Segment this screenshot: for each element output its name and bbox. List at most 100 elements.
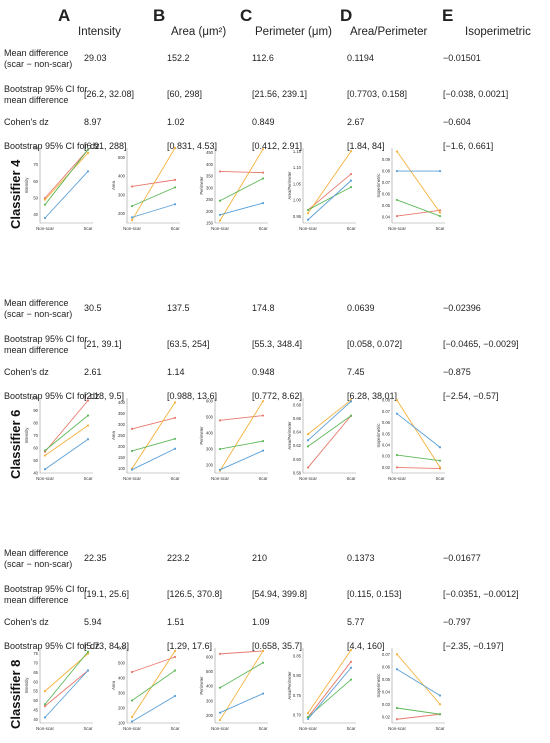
stat-value: [−0.0351, −0.0012] (443, 589, 519, 599)
y-tick-label: 300 (206, 698, 214, 703)
data-point (130, 699, 134, 702)
data-point (86, 650, 90, 653)
data-point (43, 203, 47, 206)
line-chart: 40 45 50 55 60 65 70 75 Intensity Non-scar Scar (24, 648, 93, 731)
stat-value: [0.988, 13.6] (167, 391, 218, 401)
stat-row-label: Mean difference (scar − non-scar) (4, 548, 73, 569)
series-line (131, 448, 176, 471)
data-point (173, 437, 177, 440)
data-point (438, 703, 442, 706)
axis-frame (214, 148, 268, 224)
stat-value: 22.35 (84, 553, 107, 563)
y-tick-label: 60 (33, 679, 38, 684)
y-tick-label: 1.10 (293, 165, 302, 170)
stat-value: 174.8 (252, 303, 275, 313)
stat-value: [−2.54, −0.57] (443, 391, 499, 401)
data-point (173, 649, 177, 653)
series-line (219, 148, 264, 221)
y-tick-label: 300 (118, 192, 126, 197)
line-chart: 0.02 0.03 0.04 0.05 0.06 0.07 Isoperimetric Non… (376, 648, 445, 731)
stat-value: [0.772, 8.62] (252, 391, 303, 401)
series-line (131, 402, 176, 469)
stat-value: 223.2 (167, 553, 190, 563)
y-tick-label: 0.80 (293, 673, 302, 678)
y-tick-label: 70 (33, 433, 38, 438)
data-point (43, 716, 47, 719)
stat-value: 29.03 (84, 53, 107, 63)
line-chart: 0.58 0.60 0.62 0.64 0.66 0.68 Area/Perimeter No… (287, 398, 356, 481)
series-line (44, 152, 89, 200)
data-point (218, 213, 222, 216)
data-point (438, 209, 442, 212)
series-line (44, 438, 89, 470)
stat-value: [126.5, 370.8] (167, 589, 223, 599)
data-point (86, 438, 90, 441)
x-tick-label: Scar (258, 726, 268, 731)
stat-value: 1.14 (167, 367, 185, 377)
stat-value: [60, 298] (167, 89, 203, 99)
y-tick-label: 40 (33, 471, 38, 476)
line-chart: 150 200 250 300 350 400 450 Perimeter Non-scar Sc… (199, 148, 268, 231)
y-tick-label: 50 (33, 196, 38, 201)
data-point (306, 433, 310, 436)
classifier-label: Classifier 6 (8, 409, 23, 479)
column-title: Area/Perimeter (350, 26, 428, 38)
stat-value: [−0.038, 0.0021] (443, 89, 509, 99)
y-axis-label: Isoperimetric (376, 674, 381, 698)
x-tick-label: Scar (83, 476, 93, 481)
data-point (173, 416, 177, 419)
data-point (130, 720, 134, 723)
stat-value: [21, 39.1] (84, 339, 122, 349)
y-tick-label: 0.04 (382, 443, 391, 448)
y-tick-label: 0.02 (382, 714, 391, 719)
axis-frame (126, 398, 180, 474)
series-line (131, 695, 176, 722)
data-point (438, 694, 442, 697)
stat-row-label: Bootstrap 95% CI for dz (4, 641, 100, 651)
axis-frame (39, 398, 93, 474)
data-point (218, 686, 222, 689)
x-tick-label: Non-scar (211, 226, 229, 231)
x-tick-label: Scar (170, 226, 180, 231)
y-tick-label: 500 (118, 155, 126, 160)
data-point (43, 690, 47, 693)
x-tick-label: Non-scar (36, 726, 54, 731)
series-line (396, 668, 441, 696)
data-point (349, 678, 353, 681)
data-point (261, 661, 265, 664)
y-tick-label: 65 (33, 670, 38, 675)
x-tick-label: Scar (258, 226, 268, 231)
stat-value: 210 (252, 553, 268, 563)
series-line (131, 438, 176, 452)
data-point (43, 468, 47, 471)
data-point (349, 186, 353, 189)
y-tick-label: 0.66 (293, 416, 302, 421)
y-axis-label: Area/Perimeter (287, 671, 292, 700)
y-tick-label: 0.64 (293, 430, 302, 435)
y-tick-label: 70 (33, 162, 38, 167)
x-tick-label: Non-scar (36, 226, 54, 231)
y-tick-label: 0.06 (382, 192, 391, 197)
y-tick-label: 0.58 (293, 471, 302, 476)
y-axis-label: Intensity (24, 427, 29, 444)
data-point (306, 208, 310, 212)
stat-value: [0.412, 2.91] (252, 141, 303, 151)
data-point (43, 216, 47, 220)
y-tick-label: 45 (33, 707, 38, 712)
axis-frame (302, 648, 356, 724)
y-tick-label: 55 (33, 689, 38, 694)
stat-value: [4.4, 160] (347, 641, 385, 651)
stat-value: 2.61 (84, 367, 102, 377)
x-tick-label: Scar (83, 226, 93, 231)
y-tick-label: 300 (206, 447, 214, 452)
x-tick-label: Scar (346, 726, 356, 731)
data-point (218, 219, 222, 222)
data-point (438, 446, 442, 449)
y-tick-label: 0.02 (382, 465, 391, 470)
stat-value: 0.1373 (347, 553, 375, 563)
data-point (306, 439, 310, 442)
series-line (307, 415, 352, 468)
y-axis-label: Perimeter (199, 676, 204, 695)
data-point (130, 468, 134, 471)
x-tick-label: Scar (170, 476, 180, 481)
